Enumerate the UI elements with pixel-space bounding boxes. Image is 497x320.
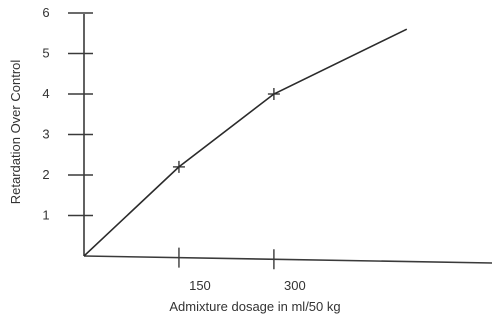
y-tick-label-1: 1 <box>42 208 49 223</box>
data-point-150 <box>172 160 185 173</box>
x-axis <box>83 255 493 264</box>
y-tick-label-2: 2 <box>42 167 49 182</box>
y-axis-label: Retardation Over Control <box>8 60 23 205</box>
y-tick-label-3: 3 <box>42 127 49 142</box>
x-axis-label: Admixture dosage in ml/50 kg <box>169 299 340 314</box>
y-tick-label-4: 4 <box>42 86 49 101</box>
plot-area: 1 2 3 4 5 6 150 300 <box>42 5 493 293</box>
series-line-0 <box>83 28 408 257</box>
y-ticks: 1 2 3 4 5 6 <box>42 5 93 223</box>
x-tick-label-150: 150 <box>189 278 211 293</box>
data-point-300 <box>267 88 280 100</box>
y-tick-label-6: 6 <box>42 5 49 20</box>
y-tick-label-5: 5 <box>42 46 49 61</box>
series-group <box>83 28 408 257</box>
x-ticks: 150 300 <box>178 247 306 293</box>
x-tick-label-300: 300 <box>284 278 306 293</box>
